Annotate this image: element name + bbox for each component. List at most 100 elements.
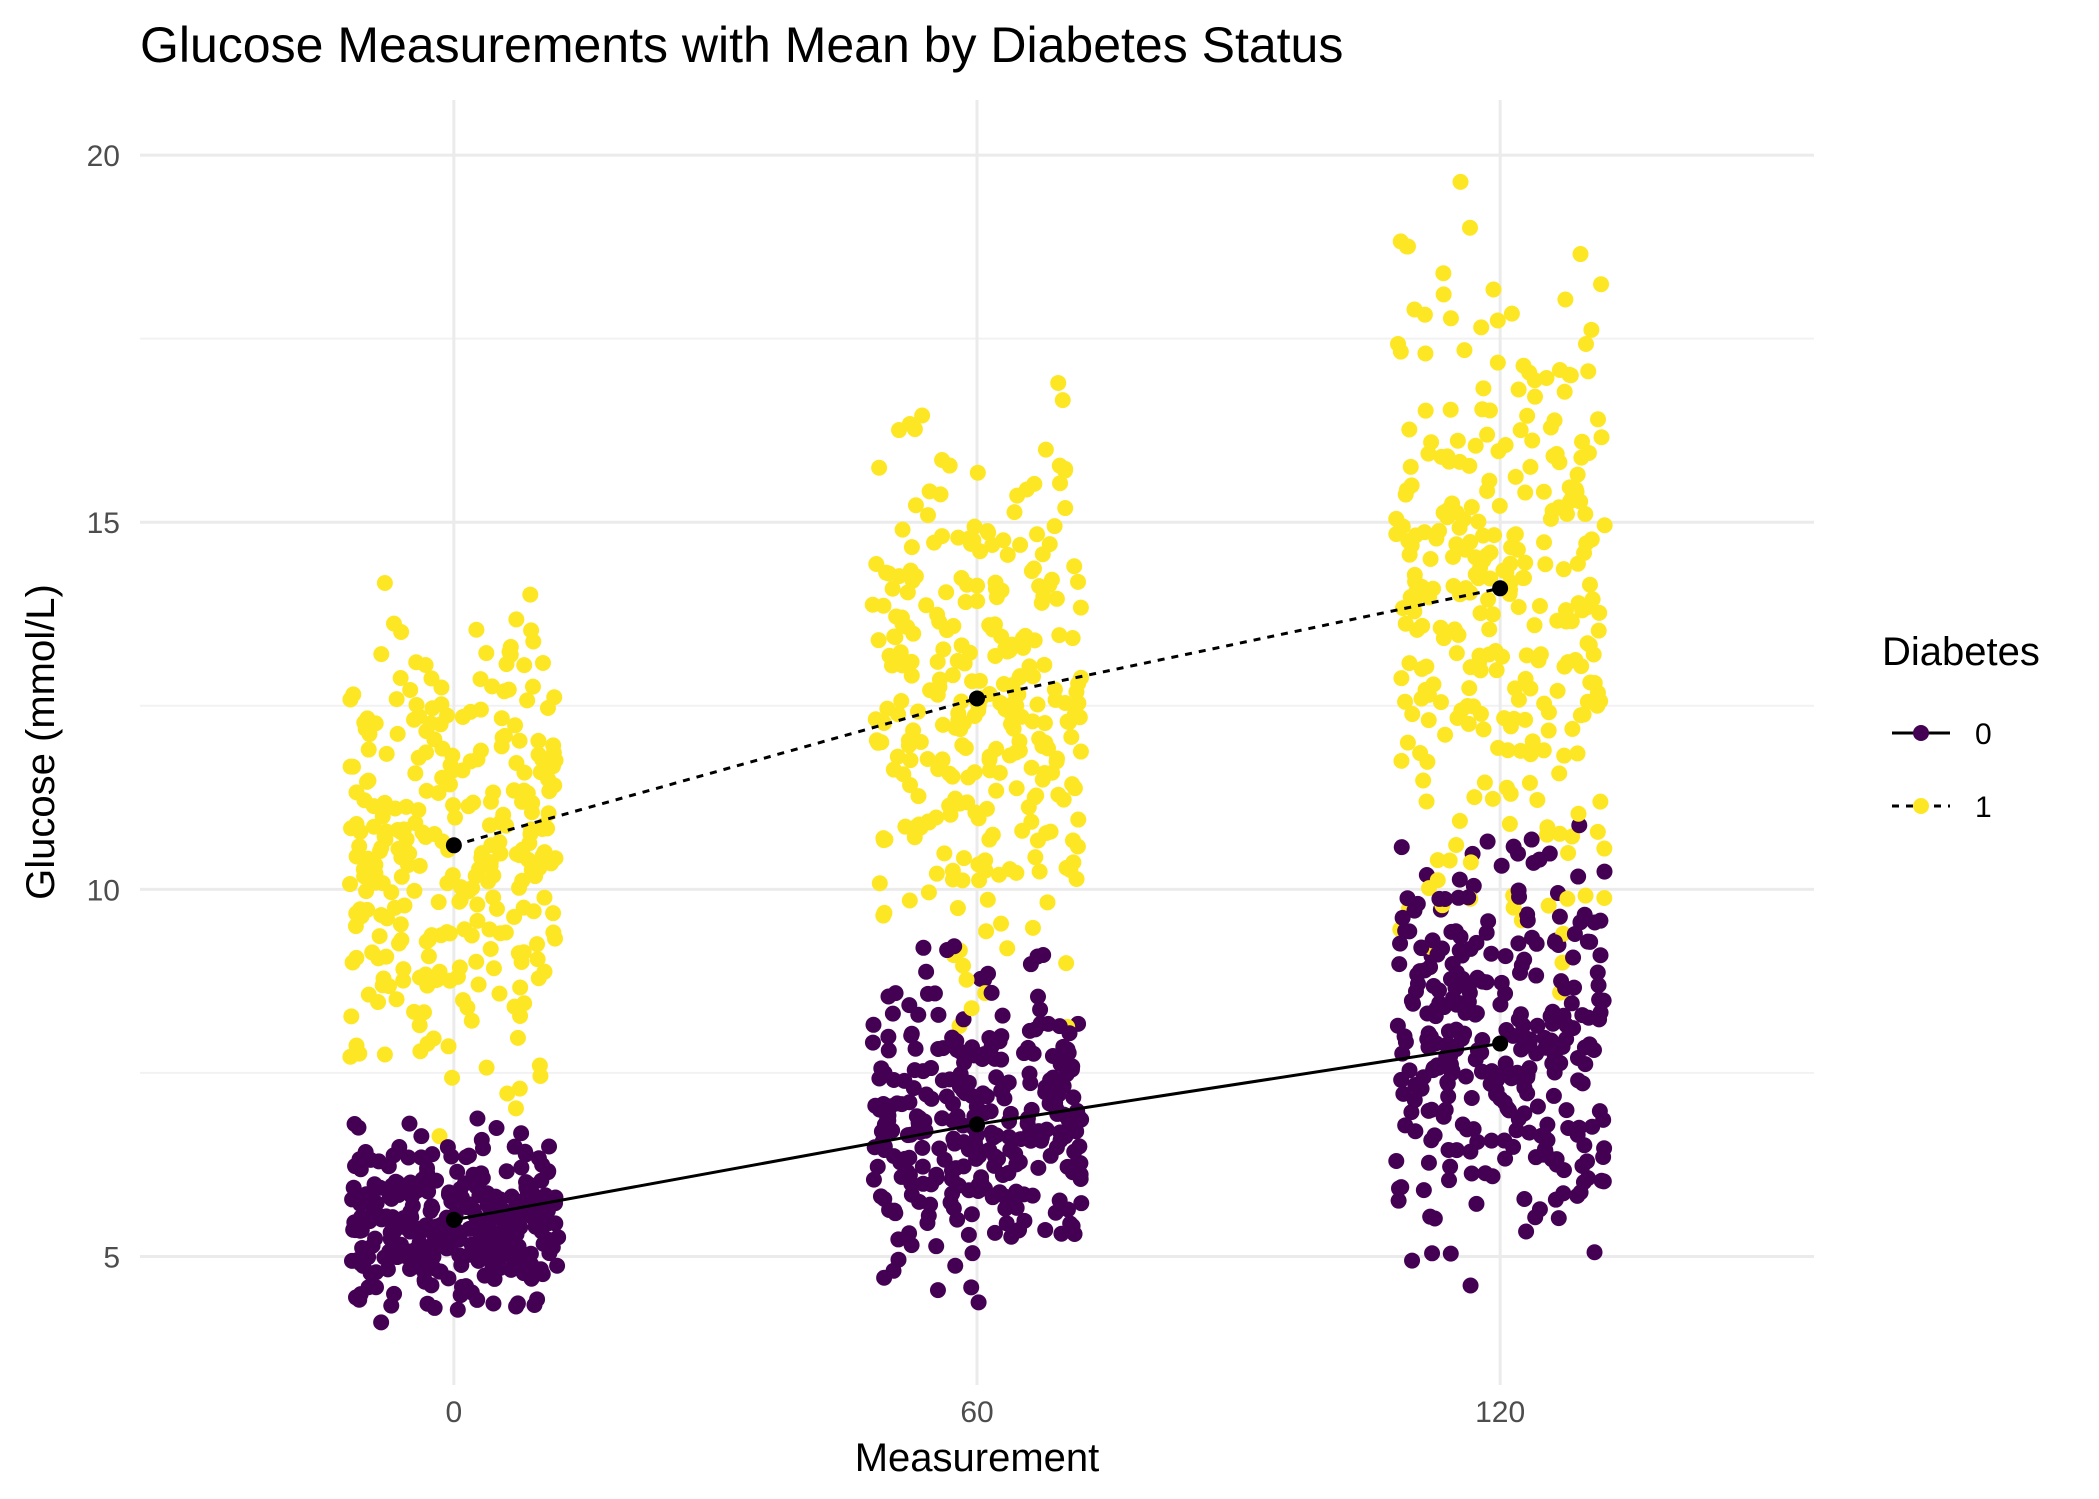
data-point-diabetes-0 bbox=[1397, 1033, 1414, 1050]
x-tick-label: 120 bbox=[1475, 1396, 1525, 1429]
data-point-diabetes-1 bbox=[408, 696, 425, 713]
data-point-diabetes-0 bbox=[522, 1245, 539, 1262]
data-point-diabetes-1 bbox=[1512, 742, 1529, 759]
data-point-diabetes-0 bbox=[1483, 945, 1500, 962]
data-point-diabetes-0 bbox=[382, 1230, 399, 1247]
data-point-diabetes-0 bbox=[364, 1237, 381, 1254]
data-point-diabetes-1 bbox=[905, 722, 922, 739]
data-point-diabetes-0 bbox=[915, 939, 932, 956]
data-point-diabetes-0 bbox=[1543, 1032, 1560, 1049]
x-tick-label: 60 bbox=[960, 1396, 993, 1429]
data-point-diabetes-1 bbox=[1569, 745, 1586, 762]
data-point-diabetes-1 bbox=[1063, 729, 1080, 746]
data-point-diabetes-1 bbox=[1535, 742, 1552, 759]
data-point-diabetes-0 bbox=[1595, 1173, 1612, 1190]
data-point-diabetes-1 bbox=[342, 691, 359, 708]
data-point-diabetes-0 bbox=[1437, 1101, 1454, 1118]
data-point-diabetes-0 bbox=[442, 1239, 459, 1256]
data-point-diabetes-0 bbox=[955, 1011, 972, 1028]
data-point-diabetes-1 bbox=[995, 675, 1012, 692]
data-point-diabetes-1 bbox=[979, 523, 996, 540]
data-point-diabetes-0 bbox=[1423, 1101, 1440, 1118]
data-point-diabetes-1 bbox=[508, 755, 525, 772]
data-point-diabetes-1 bbox=[1035, 588, 1052, 605]
data-point-diabetes-0 bbox=[1545, 1087, 1562, 1104]
data-point-diabetes-0 bbox=[401, 1115, 418, 1132]
data-point-diabetes-0 bbox=[1445, 990, 1462, 1007]
data-point-diabetes-1 bbox=[536, 963, 553, 980]
data-point-diabetes-1 bbox=[1024, 919, 1041, 936]
data-point-diabetes-1 bbox=[1028, 787, 1045, 804]
data-point-diabetes-0 bbox=[386, 1285, 403, 1302]
data-point-diabetes-0 bbox=[425, 1248, 442, 1265]
y-tick-label: 5 bbox=[103, 1242, 120, 1275]
data-point-diabetes-0 bbox=[389, 1249, 406, 1266]
data-point-diabetes-1 bbox=[1526, 617, 1543, 634]
data-point-diabetes-1 bbox=[1070, 675, 1087, 692]
data-point-diabetes-1 bbox=[1388, 526, 1405, 543]
data-point-diabetes-1 bbox=[936, 845, 953, 862]
data-point-diabetes-0 bbox=[914, 1158, 931, 1175]
data-point-diabetes-1 bbox=[1559, 890, 1576, 907]
data-point-diabetes-1 bbox=[378, 948, 395, 965]
data-point-diabetes-0 bbox=[413, 1128, 430, 1145]
data-point-diabetes-1 bbox=[1524, 733, 1541, 750]
data-point-diabetes-1 bbox=[1572, 246, 1589, 263]
data-point-diabetes-1 bbox=[459, 999, 476, 1016]
data-point-diabetes-1 bbox=[1445, 548, 1462, 565]
data-point-diabetes-1 bbox=[1556, 747, 1573, 764]
data-point-diabetes-0 bbox=[960, 1226, 977, 1243]
data-point-diabetes-0 bbox=[1488, 1086, 1505, 1103]
data-point-diabetes-0 bbox=[1592, 912, 1609, 929]
data-point-diabetes-0 bbox=[929, 1282, 946, 1299]
data-point-diabetes-0 bbox=[1497, 1150, 1514, 1167]
data-point-diabetes-1 bbox=[360, 850, 377, 867]
data-point-diabetes-1 bbox=[1593, 276, 1610, 293]
data-point-diabetes-0 bbox=[1448, 1021, 1465, 1038]
data-point-diabetes-1 bbox=[441, 972, 458, 989]
data-point-diabetes-0 bbox=[1424, 1245, 1441, 1262]
data-point-diabetes-0 bbox=[419, 1295, 436, 1312]
data-point-diabetes-1 bbox=[411, 857, 428, 874]
data-point-diabetes-0 bbox=[1392, 935, 1409, 952]
data-point-diabetes-1 bbox=[1539, 826, 1556, 843]
data-point-diabetes-0 bbox=[930, 1006, 947, 1023]
data-point-diabetes-1 bbox=[1501, 815, 1518, 832]
data-point-diabetes-1 bbox=[371, 928, 388, 945]
data-point-diabetes-1 bbox=[1575, 706, 1592, 723]
data-point-diabetes-0 bbox=[873, 1060, 890, 1077]
data-point-diabetes-1 bbox=[1012, 536, 1029, 553]
data-point-diabetes-1 bbox=[407, 815, 424, 832]
data-point-diabetes-1 bbox=[1596, 840, 1613, 857]
data-point-diabetes-0 bbox=[1515, 1017, 1532, 1034]
data-point-diabetes-1 bbox=[516, 657, 533, 674]
data-point-diabetes-1 bbox=[485, 960, 502, 977]
data-point-diabetes-1 bbox=[521, 835, 538, 852]
data-point-diabetes-0 bbox=[1442, 1245, 1459, 1262]
data-point-diabetes-1 bbox=[387, 800, 404, 817]
mean-point-diabetes-1-x-120 bbox=[1492, 580, 1509, 597]
data-point-diabetes-0 bbox=[944, 1095, 961, 1112]
data-point-diabetes-1 bbox=[469, 912, 486, 929]
data-point-diabetes-1 bbox=[887, 629, 904, 646]
data-point-diabetes-0 bbox=[871, 1101, 888, 1118]
data-point-diabetes-1 bbox=[897, 818, 914, 835]
data-point-diabetes-1 bbox=[498, 656, 515, 673]
data-point-diabetes-1 bbox=[1417, 402, 1434, 419]
data-point-diabetes-1 bbox=[1401, 421, 1418, 438]
data-point-diabetes-0 bbox=[1558, 1102, 1575, 1119]
data-point-diabetes-1 bbox=[868, 555, 885, 572]
data-point-diabetes-1 bbox=[1470, 513, 1487, 530]
data-point-diabetes-0 bbox=[1397, 1117, 1414, 1134]
data-point-diabetes-0 bbox=[470, 1252, 487, 1269]
data-point-diabetes-1 bbox=[987, 574, 1004, 591]
data-point-diabetes-0 bbox=[1539, 1132, 1556, 1149]
data-point-diabetes-1 bbox=[1432, 694, 1449, 711]
data-point-diabetes-1 bbox=[970, 856, 987, 873]
data-point-diabetes-1 bbox=[469, 896, 486, 913]
data-point-diabetes-0 bbox=[449, 1163, 466, 1180]
data-point-diabetes-0 bbox=[1422, 1028, 1439, 1045]
data-point-diabetes-1 bbox=[1549, 612, 1566, 629]
data-point-diabetes-1 bbox=[1560, 844, 1577, 861]
data-point-diabetes-0 bbox=[1061, 1025, 1078, 1042]
